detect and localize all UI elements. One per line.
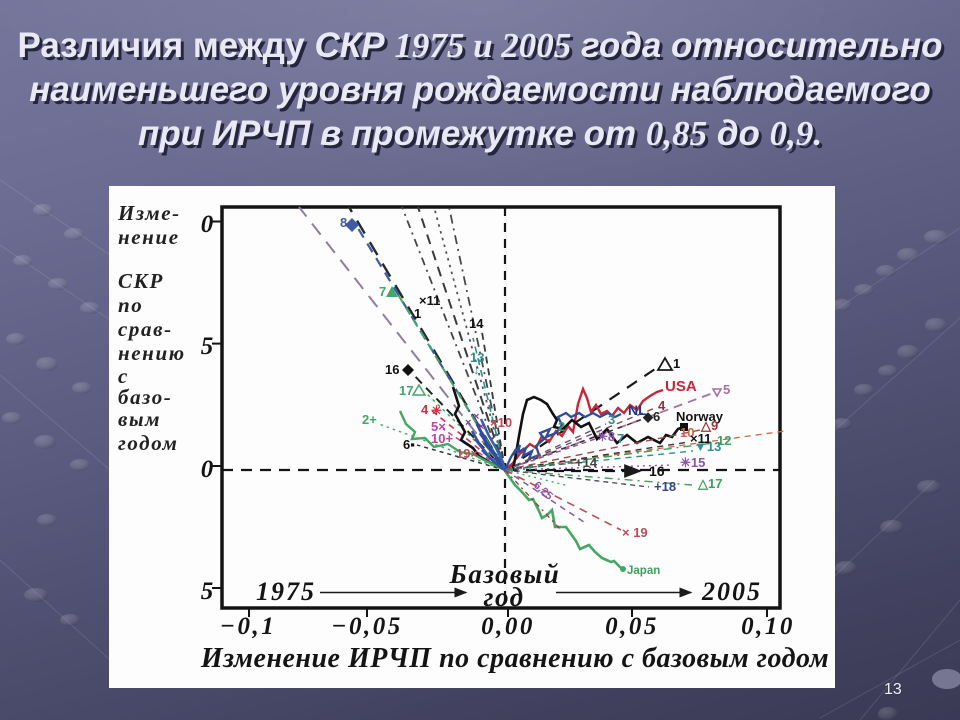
svg-text:0: 0 bbox=[201, 211, 214, 238]
svg-text:17: 17 bbox=[399, 383, 413, 398]
svg-text:✳15: ✳15 bbox=[680, 455, 705, 470]
svg-text:6,25: 6,25 bbox=[531, 479, 555, 502]
svg-text:с: с bbox=[118, 364, 129, 388]
svg-text:−0,1: −0,1 bbox=[220, 613, 276, 640]
svg-text:2+: 2+ bbox=[362, 412, 377, 427]
svg-text:0: 0 bbox=[201, 456, 214, 483]
svg-text:1: 1 bbox=[673, 356, 680, 371]
svg-text:3: 3 bbox=[608, 412, 615, 427]
svg-text:5×: 5× bbox=[431, 419, 446, 434]
svg-text:годом: годом bbox=[118, 431, 178, 455]
svg-text:0,05: 0,05 bbox=[605, 613, 659, 640]
svg-text:5: 5 bbox=[723, 382, 730, 397]
svg-text:+14: +14 bbox=[575, 455, 598, 470]
svg-text:Изме-: Изме- bbox=[117, 201, 181, 225]
svg-text:×10: ×10 bbox=[490, 415, 512, 430]
svg-text:12: 12 bbox=[717, 433, 731, 448]
svg-text:7: 7 bbox=[379, 284, 386, 299]
svg-text:нение: нение bbox=[118, 225, 180, 249]
svg-text:×11: ×11 bbox=[419, 293, 440, 308]
svg-text:6▪: 6▪ bbox=[403, 437, 415, 452]
svg-text:×: × bbox=[478, 421, 484, 433]
svg-text:✳: ✳ bbox=[431, 403, 442, 418]
svg-text:базо-: базо- bbox=[118, 385, 172, 409]
svg-text:Japan: Japan bbox=[627, 565, 660, 577]
svg-text:нению: нению bbox=[118, 341, 186, 365]
svg-text:USA: USA bbox=[665, 378, 697, 395]
svg-text:−0,05: −0,05 bbox=[331, 613, 402, 640]
svg-text:13: 13 bbox=[470, 350, 484, 365]
svg-text:19×: 19× bbox=[456, 446, 478, 461]
svg-text:△17: △17 bbox=[697, 476, 722, 491]
svg-text:×: × bbox=[465, 417, 471, 429]
svg-text:↓: ↓ bbox=[473, 362, 480, 377]
svg-text:16: 16 bbox=[385, 362, 399, 377]
svg-text:◆6: ◆6 bbox=[642, 409, 660, 424]
svg-text:Базовый: Базовый bbox=[449, 559, 561, 589]
svg-text:10+: 10+ bbox=[431, 431, 453, 446]
svg-text:Norway: Norway bbox=[676, 409, 724, 424]
svg-text:вым: вым bbox=[118, 407, 161, 431]
svg-text:✳8: ✳8 bbox=[597, 429, 615, 444]
svg-text:×: × bbox=[473, 411, 479, 423]
svg-text:10: 10 bbox=[680, 425, 694, 440]
svg-text:▼13: ▼13 bbox=[694, 439, 721, 454]
svg-text:2: 2 bbox=[558, 419, 565, 434]
svg-text:4: 4 bbox=[658, 398, 666, 413]
svg-text:0,10: 0,10 bbox=[741, 613, 795, 640]
svg-text:14: 14 bbox=[469, 316, 484, 331]
svg-text:16: 16 bbox=[649, 463, 665, 479]
svg-text:СКР: СКР bbox=[118, 269, 164, 293]
svg-text:8: 8 bbox=[340, 215, 347, 230]
svg-text:по: по bbox=[118, 293, 143, 317]
svg-text:2005: 2005 bbox=[701, 577, 762, 606]
svg-text:× 19: × 19 bbox=[622, 525, 648, 540]
svg-text:×11: ×11 bbox=[690, 431, 711, 446]
svg-text:Изменение ИРЧП по сравнению с: Изменение ИРЧП по сравнению с базовым го… bbox=[200, 643, 829, 674]
svg-text:год: год bbox=[483, 582, 524, 612]
svg-text:0,00: 0,00 bbox=[481, 613, 535, 640]
svg-text:1: 1 bbox=[414, 306, 421, 321]
svg-text:7: 7 bbox=[617, 431, 624, 446]
svg-text:срав-: срав- bbox=[118, 317, 173, 341]
svg-text:NL: NL bbox=[628, 402, 647, 418]
svg-text:5: 5 bbox=[201, 578, 214, 605]
svg-text:1975: 1975 bbox=[256, 577, 316, 606]
svg-text:+18: +18 bbox=[654, 479, 676, 494]
svg-text:5: 5 bbox=[201, 333, 214, 360]
svg-text:△9: △9 bbox=[700, 418, 718, 433]
svg-text:4: 4 bbox=[421, 402, 429, 417]
